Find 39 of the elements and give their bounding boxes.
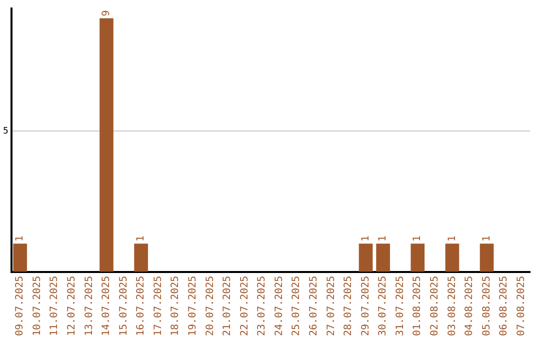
- x-tick-label: 22.07.2025: [239, 276, 250, 336]
- x-tick-label: 29.07.2025: [360, 276, 372, 336]
- y-tick-label: 5: [2, 126, 8, 136]
- x-tick-label: 18.07.2025: [170, 276, 182, 336]
- x-tick-label: 21.07.2025: [222, 276, 234, 336]
- x-tick-label: 06.08.2025: [498, 276, 510, 336]
- data-label: 1: [446, 236, 458, 242]
- x-tick-label: 27.07.2025: [326, 276, 337, 336]
- x-tick-label: 17.07.2025: [152, 276, 164, 336]
- x-tick-label: 30.07.2025: [378, 276, 389, 336]
- x-tick-label: 19.07.2025: [188, 276, 199, 336]
- data-label: 1: [136, 236, 147, 242]
- data-label: 1: [481, 236, 492, 242]
- x-tick-label: 24.07.2025: [274, 276, 285, 336]
- x-tick-label: 09.07.2025: [14, 276, 26, 336]
- x-tick-label: 02.08.2025: [430, 276, 441, 336]
- x-tick-label: 13.07.2025: [84, 276, 95, 336]
- data-label: 1: [14, 236, 26, 242]
- x-tick-label: 25.07.2025: [291, 276, 302, 336]
- data-label: 1: [378, 236, 389, 242]
- x-tick-label: 05.08.2025: [481, 276, 492, 336]
- x-tick-label: 10.07.2025: [32, 276, 43, 336]
- x-tick-label: 16.07.2025: [136, 276, 147, 336]
- data-label: 9: [101, 10, 112, 16]
- data-label: 1: [360, 236, 372, 242]
- x-tick-label: 31.07.2025: [394, 276, 406, 336]
- x-tick-label: 20.07.2025: [204, 276, 216, 336]
- x-tick-label: 23.07.2025: [256, 276, 268, 336]
- x-tick-label: 12.07.2025: [66, 276, 78, 336]
- x-tick-label: 28.07.2025: [343, 276, 354, 336]
- x-tick-label: 14.07.2025: [101, 276, 112, 336]
- x-tick-label: 15.07.2025: [118, 276, 130, 336]
- x-tick-label: 07.08.2025: [516, 276, 527, 336]
- x-tick-label: 04.08.2025: [464, 276, 476, 336]
- x-tick-label: 11.07.2025: [49, 276, 60, 336]
- data-label: 1: [412, 236, 424, 242]
- x-tick-label: 26.07.2025: [308, 276, 320, 336]
- x-tick-label: 03.08.2025: [446, 276, 458, 336]
- x-tick-label: 01.08.2025: [412, 276, 424, 336]
